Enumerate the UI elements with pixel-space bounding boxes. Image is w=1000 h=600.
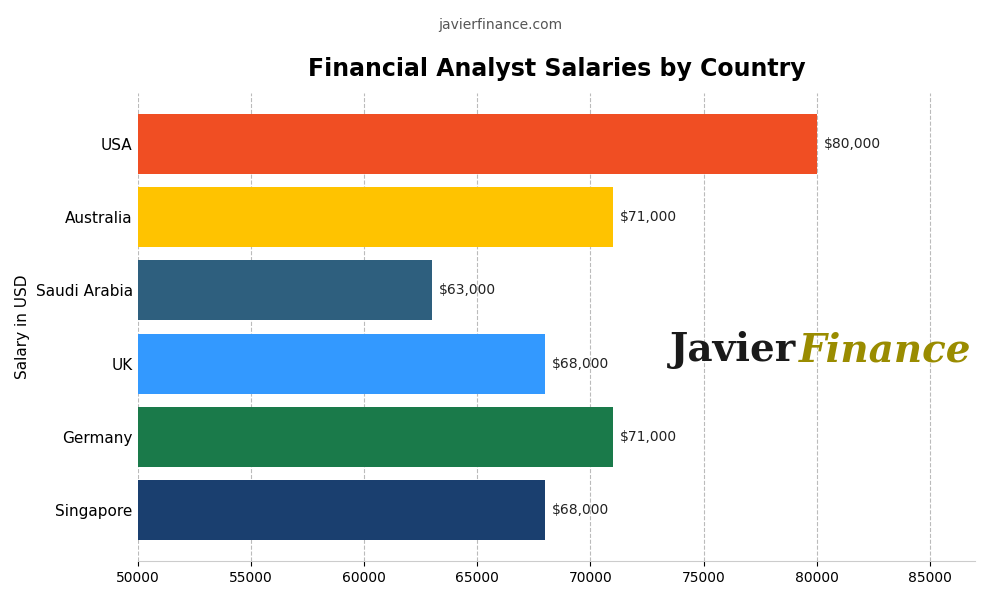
- Text: Finance: Finance: [799, 331, 972, 370]
- Bar: [0, 114, 817, 174]
- Text: $68,000: $68,000: [552, 503, 609, 517]
- Text: $71,000: $71,000: [620, 210, 677, 224]
- Bar: [0, 260, 432, 320]
- Text: $68,000: $68,000: [552, 356, 609, 371]
- Text: $63,000: $63,000: [439, 283, 496, 298]
- Bar: [0, 407, 613, 467]
- Y-axis label: Salary in USD: Salary in USD: [15, 275, 30, 379]
- Title: Financial Analyst Salaries by Country: Financial Analyst Salaries by Country: [308, 57, 805, 81]
- Bar: [0, 334, 545, 394]
- Text: $80,000: $80,000: [824, 137, 881, 151]
- Text: $71,000: $71,000: [620, 430, 677, 444]
- Text: javierfinance.com: javierfinance.com: [438, 18, 562, 32]
- Bar: [0, 187, 613, 247]
- Bar: [0, 480, 545, 540]
- Text: Javier: Javier: [669, 331, 809, 370]
